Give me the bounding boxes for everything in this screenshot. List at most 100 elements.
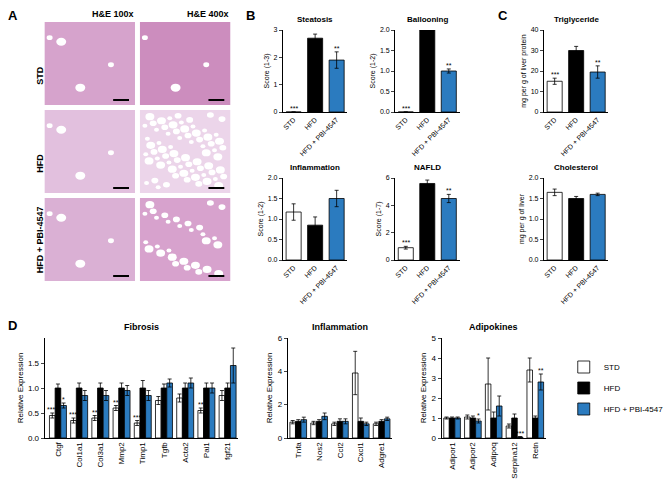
svg-text:***: *** bbox=[402, 239, 410, 246]
svg-text:**: ** bbox=[446, 187, 452, 194]
svg-text:STD: STD bbox=[604, 363, 620, 372]
svg-text:Inflammation: Inflammation bbox=[312, 322, 368, 332]
svg-text:Pai1: Pai1 bbox=[202, 442, 211, 459]
svg-text:HFD: HFD bbox=[415, 264, 430, 279]
svg-text:Steatosis: Steatosis bbox=[297, 15, 333, 24]
svg-text:****: **** bbox=[47, 406, 58, 413]
svg-text:**: ** bbox=[198, 401, 204, 408]
svg-text:STD: STD bbox=[543, 264, 558, 279]
svg-text:2: 2 bbox=[278, 400, 283, 409]
svg-text:4: 4 bbox=[386, 202, 390, 209]
svg-text:Adipokines: Adipokines bbox=[469, 322, 518, 332]
svg-text:***: *** bbox=[516, 430, 524, 437]
svg-text:H&E 100x: H&E 100x bbox=[92, 9, 134, 19]
svg-text:Tgfb: Tgfb bbox=[160, 442, 169, 459]
svg-text:**: ** bbox=[595, 59, 601, 66]
svg-text:*: * bbox=[62, 396, 65, 403]
svg-text:Triglyceride: Triglyceride bbox=[554, 15, 599, 24]
svg-text:B: B bbox=[246, 8, 255, 23]
svg-text:Score (1-7): Score (1-7) bbox=[375, 201, 383, 236]
svg-text:HFD: HFD bbox=[564, 264, 579, 279]
svg-text:10: 10 bbox=[531, 88, 539, 95]
svg-text:1.5: 1.5 bbox=[268, 195, 278, 202]
svg-text:Score (1-2): Score (1-2) bbox=[257, 201, 265, 236]
svg-text:Timp1: Timp1 bbox=[138, 442, 147, 464]
svg-text:6: 6 bbox=[386, 174, 390, 181]
svg-text:1.5: 1.5 bbox=[380, 47, 390, 54]
svg-text:40: 40 bbox=[531, 26, 539, 33]
svg-text:***: *** bbox=[69, 411, 77, 418]
svg-text:NAFLD: NAFLD bbox=[414, 163, 441, 172]
svg-text:0.5: 0.5 bbox=[380, 88, 390, 95]
svg-text:mg per g of liver: mg per g of liver bbox=[518, 193, 526, 244]
svg-text:HFD: HFD bbox=[564, 116, 579, 131]
svg-text:Ballooning: Ballooning bbox=[407, 15, 448, 24]
svg-text:STD: STD bbox=[394, 116, 409, 131]
svg-text:HFD + PBI-4547: HFD + PBI-4547 bbox=[411, 264, 452, 305]
svg-text:C: C bbox=[498, 8, 508, 23]
svg-text:HFD + PBI-4547: HFD + PBI-4547 bbox=[559, 116, 600, 157]
svg-text:**: ** bbox=[538, 367, 544, 374]
svg-text:20: 20 bbox=[531, 67, 539, 74]
svg-text:HFD + PBI-4547: HFD + PBI-4547 bbox=[559, 264, 600, 305]
svg-text:4: 4 bbox=[432, 354, 437, 363]
svg-text:1: 1 bbox=[274, 81, 278, 88]
svg-text:Relative Expression: Relative Expression bbox=[419, 353, 428, 424]
svg-text:***: *** bbox=[551, 71, 559, 78]
svg-text:Col3a1: Col3a1 bbox=[96, 442, 105, 468]
svg-text:1.0: 1.0 bbox=[529, 215, 539, 222]
svg-text:HFD: HFD bbox=[604, 384, 621, 393]
svg-text:2.0: 2.0 bbox=[529, 174, 539, 181]
svg-text:3: 3 bbox=[432, 374, 437, 383]
svg-text:Tnfa: Tnfa bbox=[294, 442, 303, 459]
svg-text:H&E 400x: H&E 400x bbox=[187, 9, 229, 19]
svg-text:0: 0 bbox=[274, 108, 278, 115]
svg-text:**: ** bbox=[113, 399, 119, 406]
svg-text:4: 4 bbox=[278, 367, 283, 376]
svg-text:2: 2 bbox=[432, 394, 437, 403]
svg-text:HFD + PBI-4547: HFD + PBI-4547 bbox=[604, 405, 663, 414]
svg-text:Ccl2: Ccl2 bbox=[336, 442, 345, 459]
svg-text:Adipoq: Adipoq bbox=[489, 442, 498, 467]
svg-text:0: 0 bbox=[386, 256, 390, 263]
svg-text:1.0: 1.0 bbox=[268, 215, 278, 222]
svg-text:Retn: Retn bbox=[531, 442, 540, 459]
svg-text:2.0: 2.0 bbox=[268, 174, 278, 181]
svg-text:**: ** bbox=[92, 409, 98, 416]
svg-text:HFD + PBI-4547: HFD + PBI-4547 bbox=[298, 116, 339, 157]
svg-text:HFD + PBI-4547: HFD + PBI-4547 bbox=[298, 264, 339, 305]
svg-text:30: 30 bbox=[531, 47, 539, 54]
svg-text:Relative Expression: Relative Expression bbox=[16, 353, 25, 424]
svg-text:**: ** bbox=[334, 45, 340, 52]
svg-text:Relative Expression: Relative Expression bbox=[265, 353, 274, 424]
svg-text:1.5: 1.5 bbox=[28, 359, 40, 368]
svg-text:*: * bbox=[477, 412, 480, 419]
svg-text:Nos2: Nos2 bbox=[315, 442, 324, 461]
svg-text:**: ** bbox=[446, 62, 452, 69]
svg-text:HFD: HFD bbox=[415, 116, 430, 131]
svg-text:Ctgf: Ctgf bbox=[54, 441, 63, 456]
svg-text:1.0: 1.0 bbox=[28, 384, 40, 393]
svg-text:STD: STD bbox=[282, 116, 297, 131]
svg-text:***: *** bbox=[290, 105, 298, 112]
svg-text:Score (1-3): Score (1-3) bbox=[263, 53, 271, 88]
svg-text:5: 5 bbox=[432, 334, 437, 343]
svg-text:STD: STD bbox=[543, 116, 558, 131]
svg-text:6: 6 bbox=[278, 334, 283, 343]
svg-text:2: 2 bbox=[274, 54, 278, 61]
svg-text:1.0: 1.0 bbox=[380, 67, 390, 74]
svg-text:A: A bbox=[8, 8, 18, 23]
svg-text:2.0: 2.0 bbox=[380, 26, 390, 33]
svg-text:Adipor2: Adipor2 bbox=[468, 442, 477, 470]
svg-text:Cxcl1: Cxcl1 bbox=[356, 442, 365, 463]
svg-text:0.5: 0.5 bbox=[28, 409, 40, 418]
svg-text:Col1a1: Col1a1 bbox=[75, 442, 84, 468]
svg-text:Mmp2: Mmp2 bbox=[117, 442, 126, 465]
svg-text:Serpina12: Serpina12 bbox=[510, 442, 519, 479]
svg-text:D: D bbox=[8, 318, 17, 333]
svg-text:1: 1 bbox=[432, 414, 437, 423]
svg-text:Fibrosis: Fibrosis bbox=[124, 322, 159, 332]
svg-text:mg per g of liver protein: mg per g of liver protein bbox=[520, 34, 528, 108]
svg-text:0: 0 bbox=[278, 434, 283, 443]
svg-text:HFD + PBI-4547: HFD + PBI-4547 bbox=[411, 116, 452, 157]
